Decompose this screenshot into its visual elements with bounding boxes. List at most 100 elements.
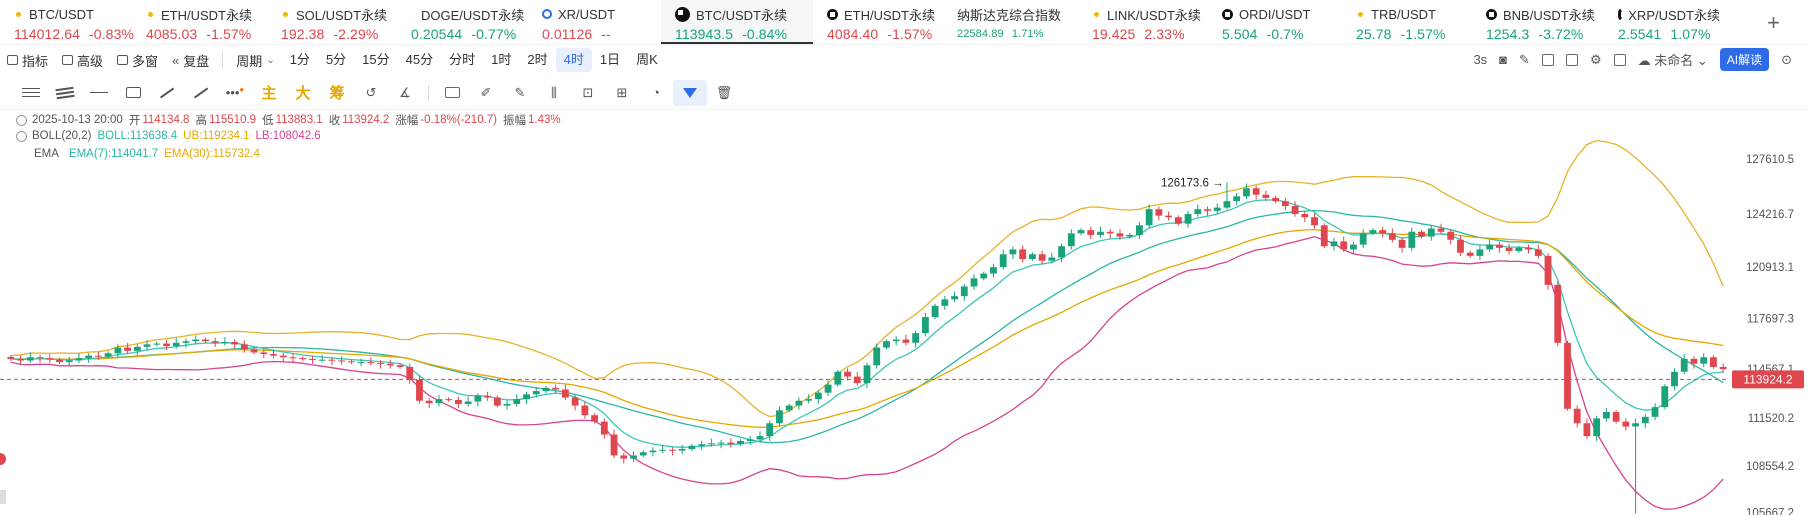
period-option[interactable]: 4时 <box>555 48 592 72</box>
filter-icon[interactable] <box>673 79 707 106</box>
parallel-lines-icon[interactable] <box>48 80 82 106</box>
ticker-tab[interactable]: BNB/USDT永续 1254.3 -3.72% <box>1472 0 1604 44</box>
ticker-tab[interactable]: XR/USDT 0.01126 -- <box>528 0 661 44</box>
candle-body <box>1106 231 1114 234</box>
pattern-icon[interactable]: ⊞ <box>616 84 628 100</box>
scroll-marker[interactable] <box>0 490 6 504</box>
magnet-icon[interactable]: ∡ <box>399 84 411 100</box>
big-tool[interactable]: 大 <box>286 80 320 106</box>
lock-icon[interactable]: ⊡ <box>582 84 594 100</box>
horizontal-line <box>90 91 108 94</box>
brush-icon[interactable]: ✎ <box>514 84 526 100</box>
fullscreen-icon[interactable] <box>1565 53 1578 66</box>
ray-icon[interactable] <box>184 80 218 106</box>
candle-body <box>1262 194 1270 198</box>
candle-body <box>707 443 715 445</box>
ticker-tab[interactable]: ETH/USDT永续 4084.40 -1.57% <box>813 0 943 44</box>
period-option[interactable]: 1日 <box>599 52 621 67</box>
candle-body <box>435 399 443 404</box>
candle-body <box>970 278 978 287</box>
settings-icon[interactable]: ⚙ <box>1589 51 1602 67</box>
period-option[interactable]: 5分 <box>325 52 347 67</box>
ticker-tab[interactable]: SOL/USDT永续 192.38 -2.29% <box>267 0 397 44</box>
candle-body <box>309 358 316 360</box>
candle-body <box>1058 246 1065 258</box>
ai-interpret-button[interactable]: AI解读 <box>1719 48 1770 71</box>
period-option[interactable]: 45分 <box>405 52 434 67</box>
horizontal-line-icon[interactable] <box>82 80 116 106</box>
candle-body <box>892 339 900 342</box>
candle-body <box>445 399 453 401</box>
eye-icon[interactable]: ◔ <box>652 85 660 100</box>
ticker-tab[interactable]: BTC/USDT永续 113943.5 -0.84% <box>661 0 813 44</box>
candle-body <box>454 399 462 404</box>
candle-body <box>289 357 297 359</box>
period-option[interactable]: 分时 <box>449 52 476 67</box>
trend-line-icon[interactable] <box>150 80 184 106</box>
camera-icon[interactable]: ◙ <box>1499 52 1508 67</box>
undo-icon[interactable]: ↺ <box>365 84 377 100</box>
candle-body <box>104 353 112 357</box>
ticker-change: 1.07% <box>1670 26 1711 42</box>
ema-name[interactable]: EMA <box>34 148 59 160</box>
copy-icon[interactable] <box>435 80 469 106</box>
advanced-button[interactable]: 高级 <box>55 48 110 72</box>
boll-name[interactable]: BOLL(20,2) <box>32 130 92 142</box>
chip-tool[interactable]: 筹 <box>320 80 354 106</box>
candle-body <box>795 400 803 406</box>
price-chart[interactable]: 127610.5124216.7120913.1117697.3114567.1… <box>0 140 1808 515</box>
collapse-icon[interactable] <box>16 114 27 126</box>
indicator-button[interactable]: 指标 <box>0 48 55 72</box>
more-tools-icon[interactable]: •••● <box>218 80 252 106</box>
ticker-tab[interactable]: LINK/USDT永续 19.425 2.33% <box>1078 0 1208 44</box>
period-option[interactable]: 2时 <box>527 52 548 67</box>
period-option[interactable]: 周K <box>636 52 658 67</box>
add-tab-button[interactable]: + <box>1767 10 1780 35</box>
ticker-price: 0.01126 <box>542 26 593 42</box>
edit-icon[interactable]: ✎ <box>1519 51 1530 67</box>
ticker-tab[interactable]: 纳斯达克综合指数 22584.89 1.71% <box>943 0 1078 44</box>
amplitude-value: 1.43% <box>528 114 561 126</box>
trash-icon[interactable]: 🗑 <box>715 84 733 100</box>
alert-marker[interactable] <box>0 453 6 465</box>
candle-body <box>1369 230 1377 234</box>
period-dropdown[interactable]: 周期 ⌄ <box>229 48 281 72</box>
refresh-interval[interactable]: 3s <box>1473 52 1488 67</box>
menu-icon[interactable] <box>14 80 48 106</box>
candle-body <box>1495 244 1503 248</box>
candle-body <box>912 333 920 343</box>
candle-body <box>1525 247 1532 250</box>
ticker-tab[interactable]: DOGE/USDT永续 0.20544 -0.77% <box>397 0 528 44</box>
candle-body <box>1418 231 1425 237</box>
ruler-icon[interactable]: ✐ <box>480 84 492 100</box>
candle-body <box>299 358 307 360</box>
ticker-tab[interactable]: XRP/USDT永续 2.5541 1.07% <box>1604 0 1724 44</box>
ticker-price: 4085.03 <box>146 26 198 42</box>
candle-body <box>1641 416 1649 424</box>
candle-body <box>902 339 910 343</box>
multi-window-button[interactable]: 多窗 <box>110 48 165 72</box>
ticker-tab[interactable]: BTC/USDT 114012.64 -0.83% <box>0 0 134 44</box>
rectangle-icon[interactable] <box>116 80 150 106</box>
high-value: 115510.9 <box>208 114 257 126</box>
ticker-price: 4084.40 <box>827 26 879 42</box>
period-option[interactable]: 15分 <box>362 52 390 67</box>
ticker-tab[interactable]: ETH/USDT永续 4085.03 -1.57% <box>132 0 267 44</box>
layout-dropdown[interactable]: ☁ 未命名 ⌄ <box>1637 53 1708 68</box>
candle-body <box>1067 233 1075 247</box>
period-option[interactable]: 1时 <box>491 52 512 67</box>
candle-body <box>776 410 783 424</box>
period-option[interactable]: 1分 <box>289 52 310 67</box>
popout-icon[interactable] <box>1541 53 1554 66</box>
ticker-tab[interactable]: TRB/USDT 25.78 -1.57% <box>1342 0 1472 44</box>
collapse-icon[interactable] <box>16 130 27 142</box>
y-tick-label: 120913.1 <box>1746 262 1794 274</box>
main-chart-tool[interactable]: 主 <box>252 80 286 106</box>
ticker-change: -1.57% <box>1400 26 1446 42</box>
ticker-tab[interactable]: ORDI/USDT 5.504 -0.7% <box>1208 0 1342 44</box>
more-icon[interactable]: ⊙ <box>1781 51 1792 67</box>
indicator-icon <box>7 55 18 65</box>
screenshot-icon[interactable] <box>1613 53 1626 66</box>
candle-type-icon[interactable]: ⫼ <box>551 84 557 100</box>
replay-button[interactable]: «复盘 <box>165 48 216 72</box>
